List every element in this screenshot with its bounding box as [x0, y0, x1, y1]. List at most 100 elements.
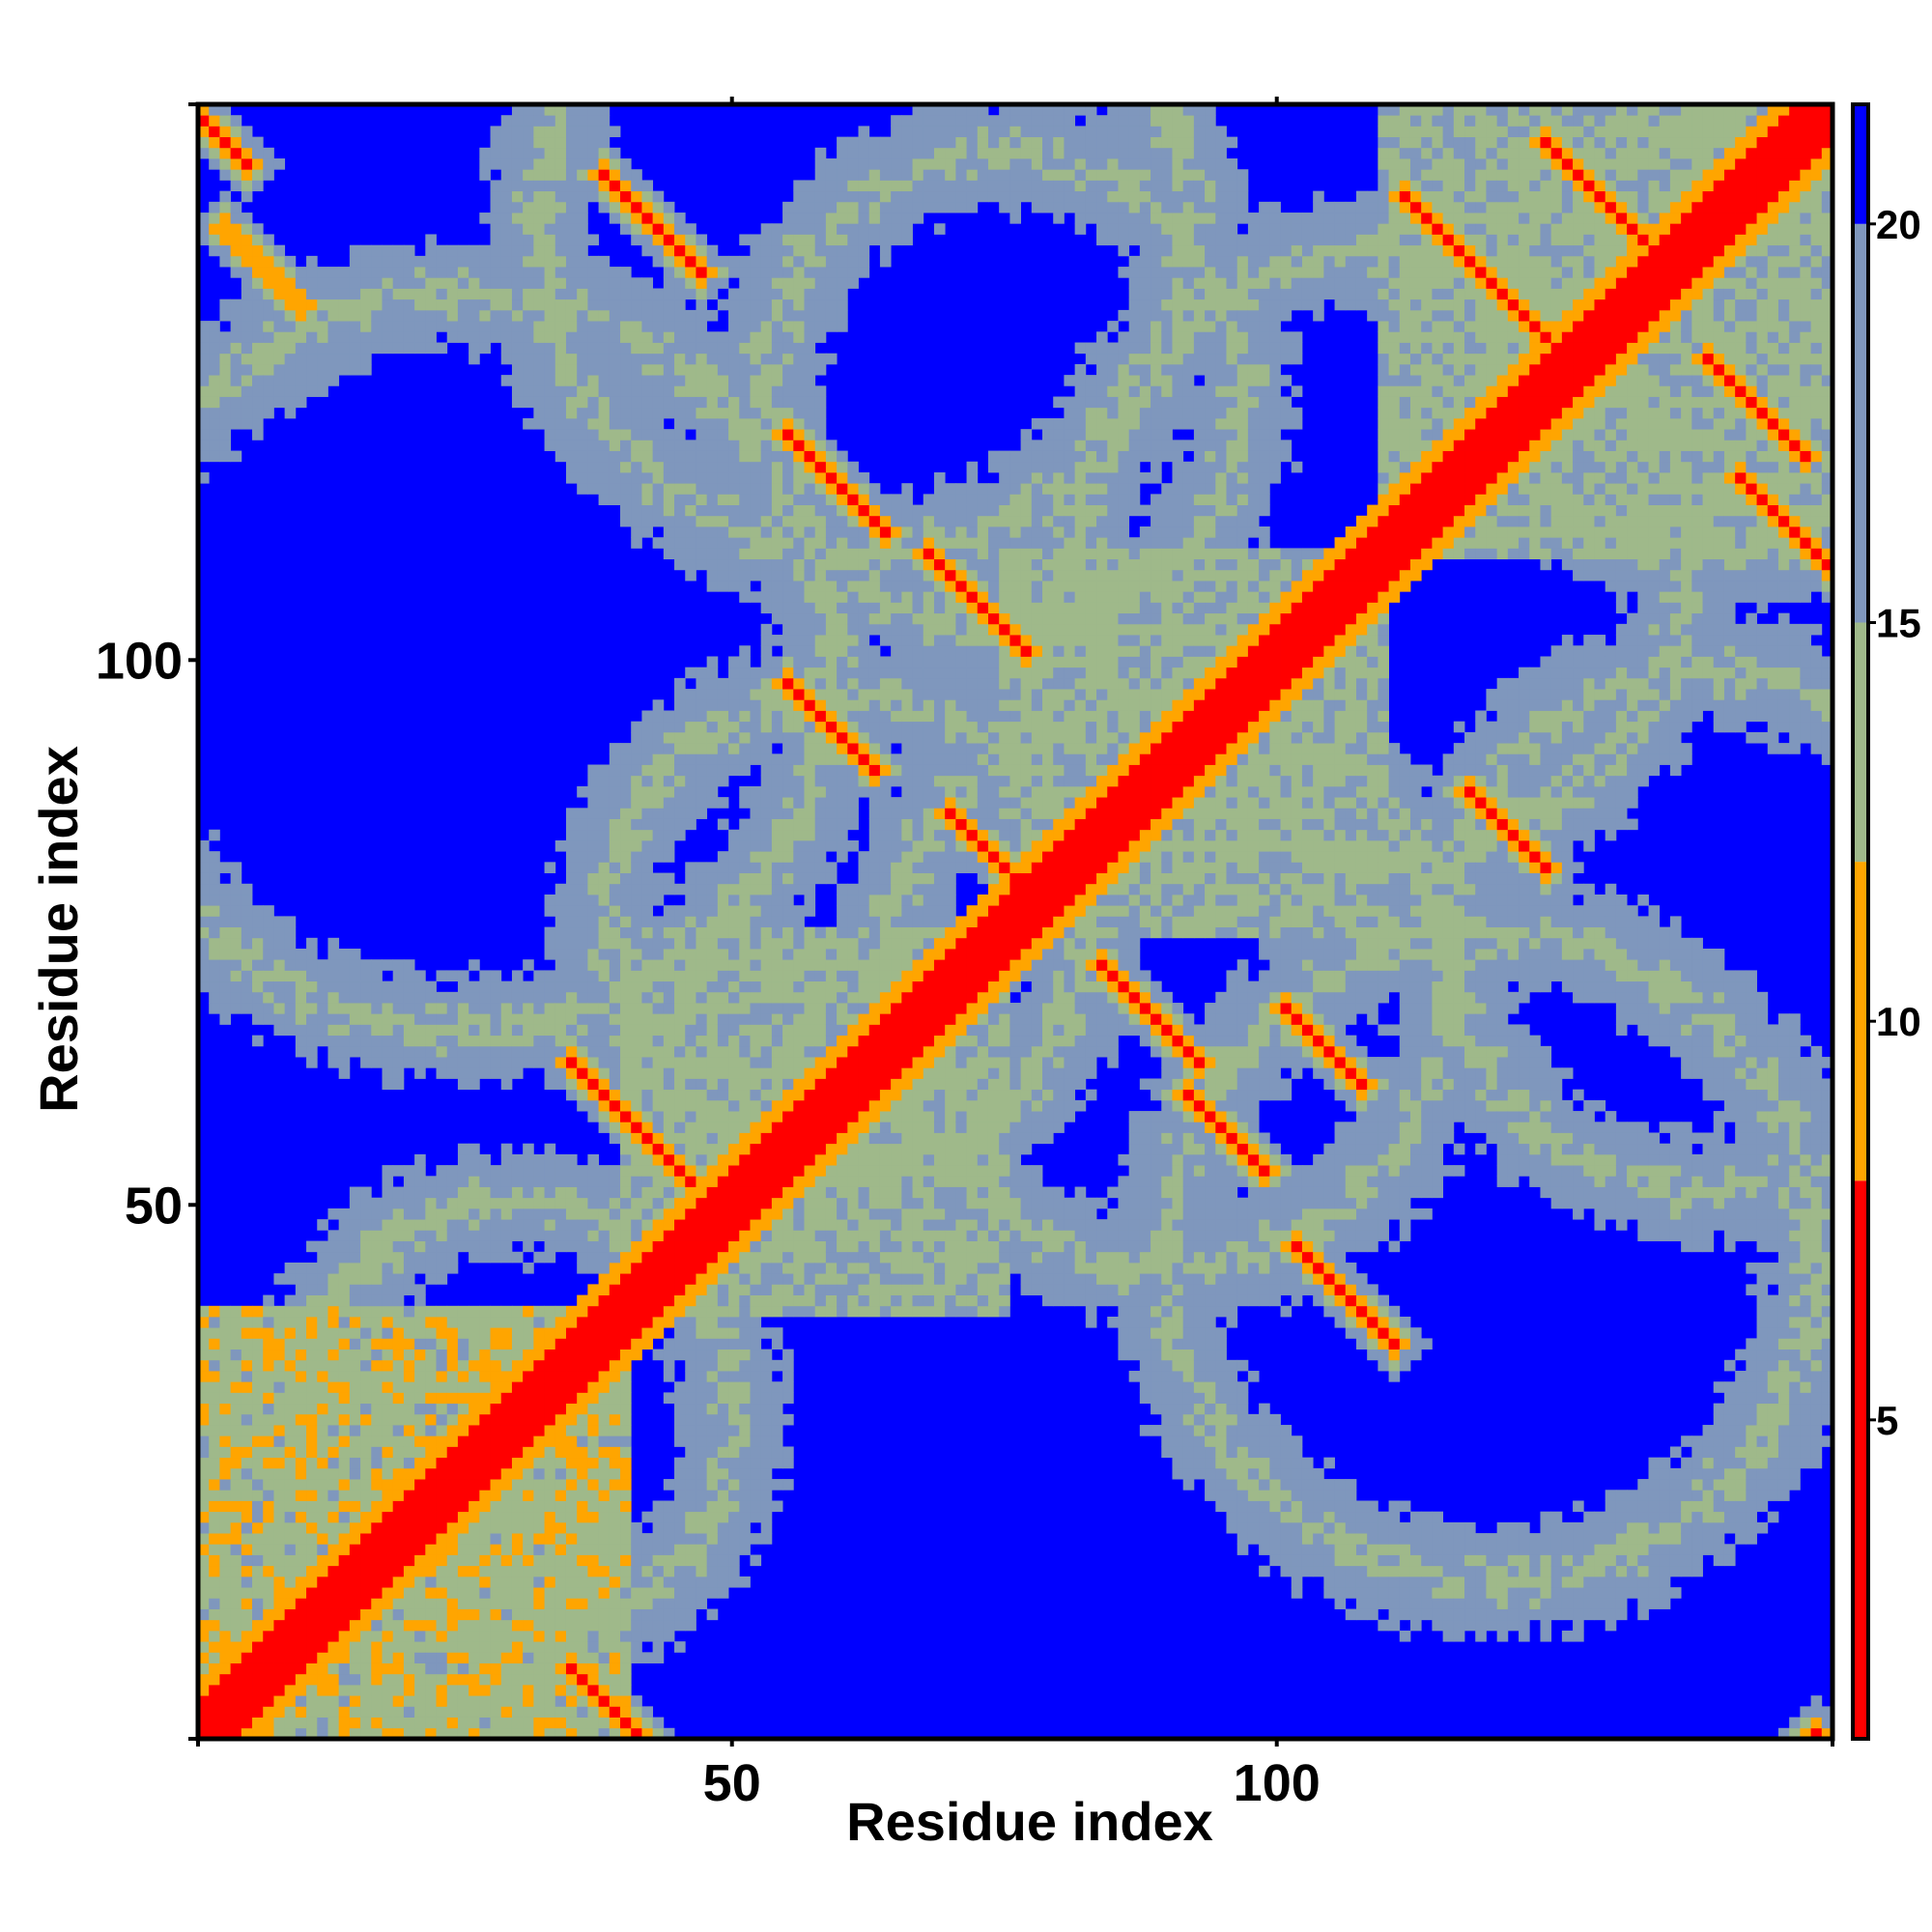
heatmap-cell: [554, 1554, 567, 1567]
heatmap-cell: [609, 1467, 621, 1480]
heatmap-cell: [230, 1684, 242, 1696]
heatmap-cell: [587, 396, 599, 409]
heatmap-cell: [490, 1533, 502, 1545]
heatmap-cell: [565, 1662, 578, 1675]
heatmap-cell: [403, 1316, 415, 1328]
heatmap-cell: [631, 288, 642, 300]
heatmap-cell: [327, 1294, 340, 1307]
heatmap-cell: [209, 1511, 220, 1523]
heatmap-cell: [663, 1219, 675, 1231]
heatmap-cell: [327, 321, 340, 332]
heatmap-cell: [371, 1641, 383, 1653]
heatmap-cell: [577, 839, 588, 852]
heatmap-cell: [696, 461, 708, 473]
heatmap-cell: [620, 353, 632, 365]
heatmap-cell: [469, 298, 480, 311]
heatmap-cell: [230, 1413, 242, 1426]
heatmap-cell: [771, 255, 783, 268]
heatmap-cell: [620, 1479, 632, 1491]
heatmap-cell: [587, 1413, 599, 1426]
heatmap-cell: [252, 147, 264, 159]
heatmap-cell: [263, 980, 274, 993]
heatmap-cell: [674, 363, 686, 376]
heatmap-cell: [771, 440, 783, 451]
heatmap-cell: [403, 267, 415, 278]
heatmap-cell: [674, 1024, 686, 1037]
heatmap-cell: [674, 1251, 686, 1264]
heatmap-cell: [685, 1511, 696, 1523]
heatmap-cell: [663, 342, 675, 355]
heatmap-cell: [209, 1381, 220, 1393]
heatmap-cell: [209, 1338, 220, 1350]
heatmap-cell: [793, 1078, 805, 1091]
heatmap-cell: [511, 1003, 524, 1014]
heatmap-cell: [641, 385, 654, 397]
heatmap-cell: [685, 234, 696, 246]
heatmap-cell: [663, 396, 675, 409]
heatmap-cell: [587, 1565, 599, 1577]
heatmap-cell: [696, 1565, 708, 1577]
heatmap-cell: [317, 288, 328, 300]
heatmap-cell: [706, 526, 719, 538]
heatmap-cell: [620, 201, 632, 213]
heatmap-cell: [674, 298, 686, 311]
heatmap-cell: [685, 267, 696, 278]
heatmap-cell: [760, 1413, 773, 1426]
heatmap-cell: [446, 1598, 459, 1609]
heatmap-cell: [554, 1327, 567, 1339]
heatmap-cell: [717, 483, 729, 495]
heatmap-cell: [674, 937, 686, 950]
heatmap-cell: [631, 839, 642, 852]
heatmap-cell: [577, 321, 588, 332]
heatmap-cell: [620, 991, 632, 1004]
heatmap-cell: [739, 1099, 751, 1112]
heatmap-cell: [793, 1024, 805, 1037]
heatmap-cell: [554, 1186, 567, 1199]
heatmap-cell: [511, 1165, 524, 1177]
heatmap-cell: [425, 277, 437, 289]
heatmap-cell: [371, 1598, 383, 1609]
heatmap-cell: [717, 1273, 729, 1285]
heatmap-cell: [663, 991, 675, 1004]
heatmap-cell: [219, 255, 232, 268]
heatmap-cell: [554, 136, 567, 149]
heatmap-cell: [609, 1413, 621, 1426]
heatmap-cell: [446, 1349, 459, 1361]
heatmap-cell: [436, 1641, 448, 1653]
heatmap-cell: [674, 1045, 686, 1058]
heatmap-cell: [565, 949, 578, 960]
heatmap-cell: [577, 1565, 588, 1577]
heatmap-cell: [403, 1619, 415, 1632]
heatmap-cell: [663, 1338, 675, 1350]
heatmap-cell: [685, 1208, 696, 1220]
heatmap-cell: [327, 1446, 340, 1459]
heatmap-cell: [295, 1608, 307, 1621]
heatmap-cell: [663, 1727, 675, 1740]
heatmap-cell: [544, 1435, 556, 1447]
heatmap-cell: [760, 1284, 773, 1295]
heatmap-cell: [349, 1186, 361, 1199]
heatmap-cell: [371, 1316, 383, 1328]
heatmap-cell: [696, 937, 708, 950]
heatmap-cell: [327, 1706, 340, 1718]
heatmap-cell: [706, 1521, 719, 1534]
heatmap-cell: [739, 558, 751, 571]
heatmap-cell: [706, 1349, 719, 1361]
heatmap-cell: [760, 1143, 773, 1155]
heatmap-cell: [739, 1219, 751, 1231]
heatmap-cell: [554, 883, 567, 895]
heatmap-cell: [739, 1533, 751, 1545]
heatmap-cell: [587, 1338, 599, 1350]
heatmap-cell: [490, 1381, 502, 1393]
heatmap-cell: [598, 1111, 611, 1122]
heatmap-cell: [728, 1381, 740, 1393]
heatmap-cell: [360, 1554, 372, 1567]
heatmap-cell: [706, 331, 719, 343]
heatmap-cell: [382, 1165, 394, 1177]
heatmap-cell: [750, 1554, 762, 1567]
heatmap-cell: [760, 818, 773, 831]
heatmap-cell: [533, 1533, 545, 1545]
heatmap-cell: [436, 288, 448, 300]
heatmap-cell: [284, 1544, 297, 1555]
heatmap-cell: [554, 223, 567, 235]
